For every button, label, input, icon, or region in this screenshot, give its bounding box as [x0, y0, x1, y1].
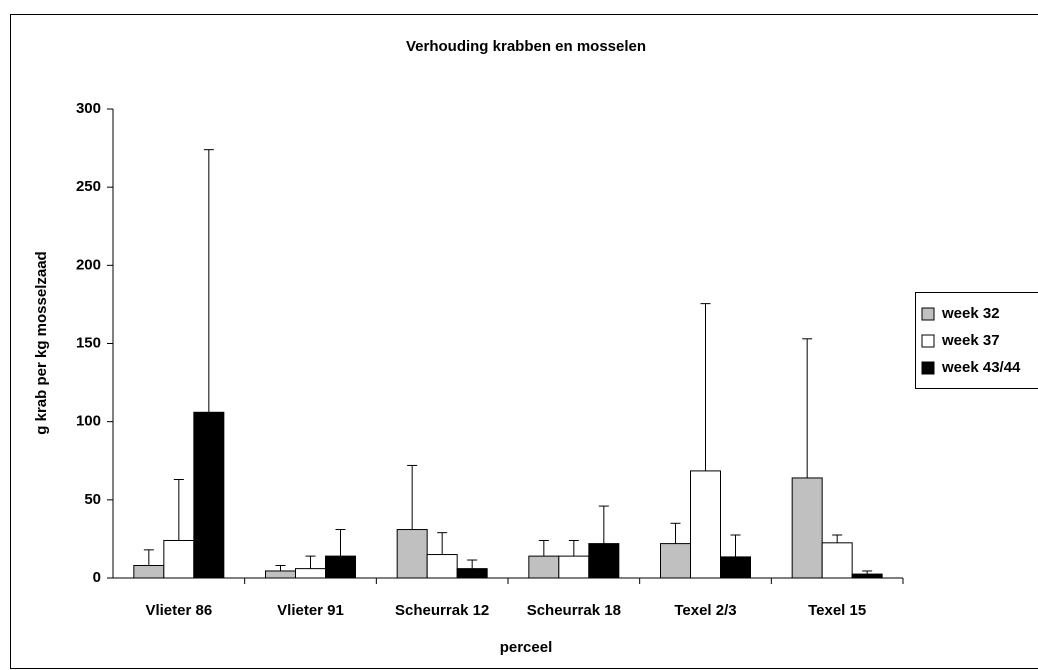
- bar: [821, 542, 853, 579]
- x-tick-label: Vlieter 91: [277, 602, 344, 619]
- bar: [660, 543, 691, 579]
- bar: [163, 539, 195, 579]
- legend-swatch: [921, 361, 935, 375]
- y-tick-label: 50: [84, 491, 101, 508]
- bar: [528, 555, 560, 579]
- bar: [720, 556, 751, 579]
- bar: [588, 543, 620, 579]
- legend-label: week 32: [941, 305, 1000, 322]
- bar: [265, 570, 296, 579]
- x-axis-label: perceel: [500, 639, 553, 656]
- y-tick-label: 100: [76, 413, 101, 430]
- y-tick-label: 0: [93, 569, 101, 586]
- bar: [295, 568, 326, 579]
- bar: [426, 554, 458, 579]
- x-tick-label: Texel 15: [808, 602, 866, 619]
- bar: [690, 470, 721, 579]
- legend-label: week 37: [941, 332, 1000, 349]
- x-tick-label: Vlieter 86: [145, 602, 212, 619]
- legend-swatch: [921, 334, 935, 348]
- legend-box: [915, 292, 1038, 389]
- bar: [193, 411, 225, 579]
- bar: [325, 555, 356, 579]
- x-tick-label: Scheurrak 18: [527, 602, 621, 619]
- chart-title: Verhouding krabben en mosselen: [406, 38, 646, 55]
- bar: [396, 529, 428, 579]
- bar: [456, 568, 488, 579]
- x-tick-label: Texel 2/3: [674, 602, 736, 619]
- y-tick-label: 250: [76, 178, 101, 195]
- x-tick-label: Scheurrak 12: [395, 602, 489, 619]
- bar: [791, 477, 823, 579]
- y-tick-label: 200: [76, 256, 101, 273]
- bar: [133, 564, 165, 579]
- legend-swatch: [921, 307, 935, 321]
- y-tick-label: 150: [76, 334, 101, 351]
- bar: [558, 555, 590, 579]
- y-tick-label: 300: [76, 100, 101, 117]
- legend-label: week 43/44: [941, 359, 1021, 376]
- bar: [851, 573, 883, 579]
- y-axis-label: g krab per kg mosselzaad: [33, 251, 50, 434]
